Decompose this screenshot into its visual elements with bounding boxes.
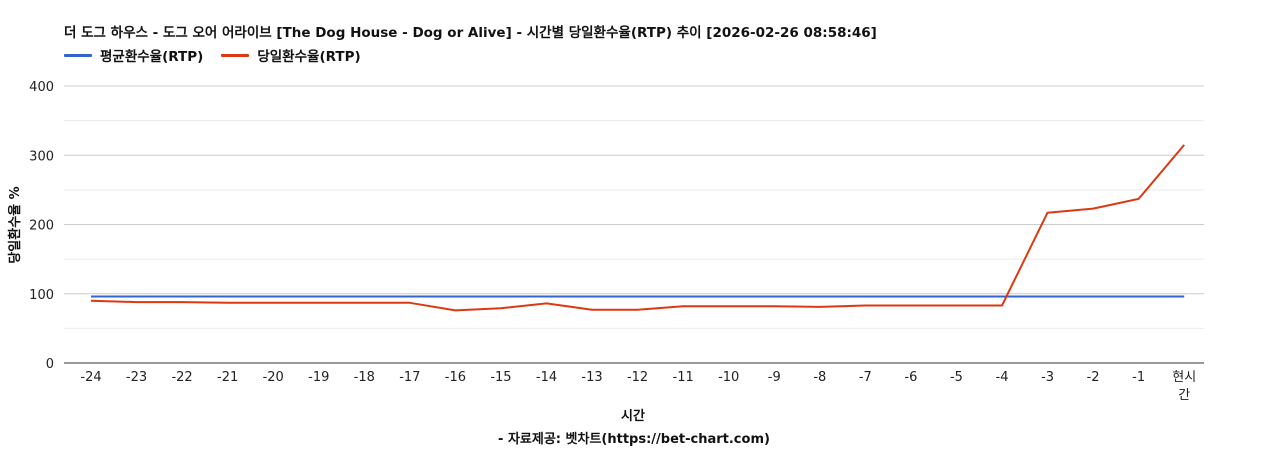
x-tick-label: -2: [1087, 370, 1100, 385]
legend-item-average[interactable]: 평균환수율(RTP): [64, 45, 203, 65]
y-tick-label: 200: [29, 219, 54, 234]
y-axis-ticks: 0 100 200 300 400: [29, 80, 54, 372]
x-tick-label: -15: [490, 370, 511, 385]
y-axis-title: 당일환수율 %: [7, 186, 23, 263]
x-tick-label: -20: [263, 370, 284, 385]
x-tick-label: -8: [813, 370, 826, 385]
x-tick-label: -7: [859, 370, 872, 385]
x-tick-label: -23: [126, 370, 147, 385]
x-axis-ticks: -24 -23 -22 -21 -20 -19 -18 -17 -16 -15 -14 -13 -12 -…: [80, 370, 1196, 403]
x-tick-label: -13: [581, 370, 602, 385]
x-tick-label: -24: [80, 370, 101, 385]
x-tick-label: -16: [445, 370, 466, 385]
x-tick-label: -14: [536, 370, 557, 385]
series-line-daily-rtp: [90, 144, 1185, 312]
legend-swatch-daily: [221, 53, 250, 57]
x-tick-label: 현시 간: [1172, 370, 1196, 403]
y-tick-label: 400: [29, 80, 54, 95]
x-tick-label: -5: [950, 370, 963, 385]
x-tick-label: -18: [354, 370, 375, 385]
x-tick-label: -22: [171, 370, 192, 385]
gridlines: [64, 85, 1204, 364]
x-tick-label: -4: [996, 370, 1009, 385]
x-tick-label: -10: [718, 370, 739, 385]
x-axis-title: 시간: [621, 408, 645, 424]
x-tick-label: -21: [217, 370, 238, 385]
x-tick-label: -11: [673, 370, 694, 385]
y-tick-label: 0: [46, 357, 54, 372]
x-tick-label: -3: [1041, 370, 1054, 385]
data-source-credit: - 자료제공: 벳차트(https://bet-chart.com): [498, 432, 770, 447]
legend-item-daily[interactable]: 당일환수율(RTP): [221, 45, 361, 65]
legend-label-daily: 당일환수율(RTP): [257, 49, 361, 65]
legend-swatch-average: [64, 53, 92, 57]
x-tick-label: -9: [768, 370, 781, 385]
legend-label-average: 평균환수율(RTP): [100, 49, 204, 65]
legend: 평균환수율(RTP) 당일환수율(RTP): [64, 45, 361, 65]
x-tick-label: -12: [627, 370, 648, 385]
y-tick-label: 300: [29, 149, 54, 164]
chart-title: 더 도그 하우스 - 도그 오어 어라이브 [The Dog House - D…: [64, 25, 877, 41]
x-tick-label: -17: [399, 370, 420, 385]
x-tick-label: -19: [308, 370, 329, 385]
y-tick-label: 100: [29, 288, 54, 303]
series-lines: [90, 144, 1185, 312]
x-tick-label: -6: [904, 370, 917, 385]
x-tick-label: -1: [1132, 370, 1145, 385]
